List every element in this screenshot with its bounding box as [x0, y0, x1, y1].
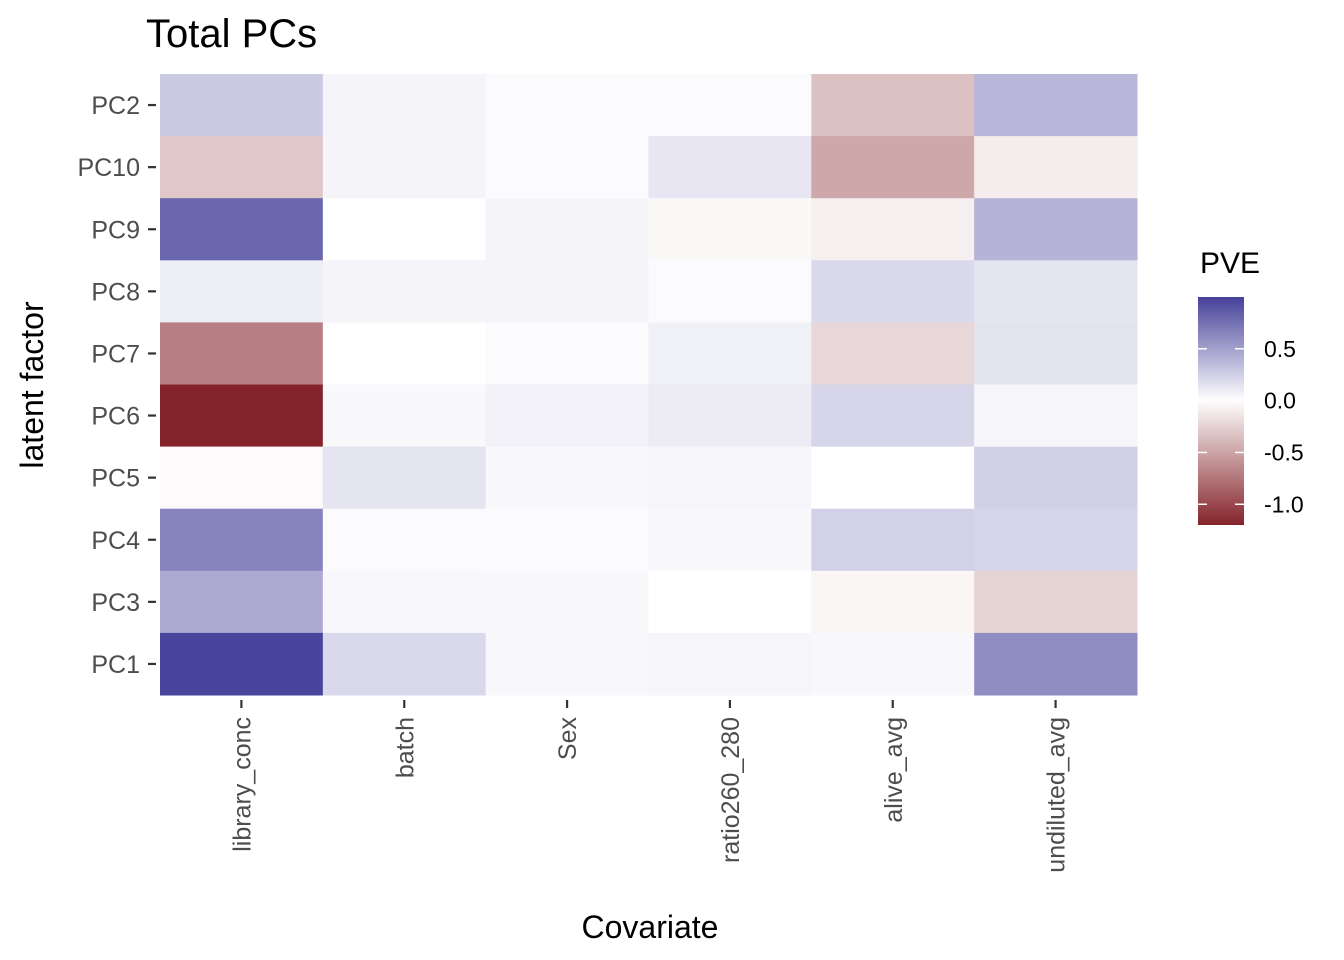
- heatmap-cell-pc1-undiluted_avg: [974, 632, 1138, 696]
- heatmap-cell-pc8-alive_avg: [811, 260, 975, 323]
- heatmap-cell-pc5-ratio260_280: [648, 446, 812, 510]
- heatmap-cell-pc5-undiluted_avg: [974, 446, 1138, 510]
- heatmap-cell-pc2-library_conc: [160, 74, 324, 137]
- heatmap-cell-pc8-batch: [322, 260, 487, 323]
- heatmap-cell-pc9-undiluted_avg: [974, 198, 1138, 261]
- heatmap-cell-pc1-library_conc: [160, 632, 324, 696]
- heatmap-cell-pc3-batch: [322, 570, 487, 634]
- legend-tick-label: 0.0: [1264, 388, 1296, 414]
- y-tick-label: PC9: [91, 216, 140, 244]
- heatmap-cell-pc2-batch: [322, 74, 487, 137]
- heatmap-cell-pc7-undiluted_avg: [974, 322, 1138, 385]
- legend-ticks: 0.5 0.0 -0.5 -1.0: [1198, 336, 1304, 517]
- heatmap-cell-pc4-Sex: [485, 508, 649, 572]
- x-tick-label: Sex: [554, 717, 582, 761]
- heatmap-cell-pc8-library_conc: [160, 260, 324, 323]
- legend-colorbar: [1198, 297, 1244, 525]
- heatmap-cell-pc5-library_conc: [160, 446, 324, 510]
- heatmap-cell-pc8-Sex: [485, 260, 649, 323]
- heatmap-cell-pc4-alive_avg: [811, 508, 975, 572]
- x-tick-label: batch: [391, 717, 419, 778]
- heatmap-cell-pc6-undiluted_avg: [974, 384, 1138, 448]
- heatmap-cell-pc10-ratio260_280: [648, 136, 812, 199]
- heatmap-cell-pc6-Sex: [485, 384, 649, 448]
- legend-tick-label: -1.0: [1264, 491, 1304, 517]
- heatmap-cell-pc9-Sex: [485, 198, 649, 261]
- heatmap-cell-pc3-ratio260_280: [648, 570, 812, 634]
- legend-tick-label: -0.5: [1264, 439, 1304, 465]
- heatmap-cell-pc3-alive_avg: [811, 570, 975, 634]
- heatmap-cell-pc7-Sex: [485, 322, 649, 385]
- heatmap-cells: [160, 74, 1138, 696]
- y-tick-label: PC3: [91, 589, 140, 617]
- heatmap-cell-pc4-batch: [322, 508, 487, 572]
- heatmap-cell-pc6-alive_avg: [811, 384, 975, 448]
- y-tick-label: PC5: [91, 465, 140, 493]
- heatmap-cell-pc6-batch: [322, 384, 487, 448]
- heatmap-cell-pc1-Sex: [485, 632, 649, 696]
- x-tick-label: ratio260_280: [717, 717, 745, 863]
- x-axis-title: Covariate: [582, 909, 719, 945]
- x-tick-label: alive_avg: [880, 717, 908, 823]
- heatmap-cell-pc4-library_conc: [160, 508, 324, 572]
- y-tick-label: PC7: [91, 340, 140, 368]
- y-tick-label: PC1: [91, 651, 140, 679]
- heatmap-cell-pc4-undiluted_avg: [974, 508, 1138, 572]
- heatmap-cell-pc7-batch: [322, 322, 487, 385]
- heatmap-cell-pc4-ratio260_280: [648, 508, 812, 572]
- legend-tick-label: 0.5: [1264, 336, 1296, 362]
- heatmap-cell-pc10-Sex: [485, 136, 649, 199]
- heatmap-cell-pc3-undiluted_avg: [974, 570, 1138, 634]
- heatmap-cell-pc2-alive_avg: [811, 74, 975, 137]
- heatmap-cell-pc3-library_conc: [160, 570, 324, 634]
- heatmap-cell-pc6-library_conc: [160, 384, 324, 448]
- y-tick-label: PC2: [91, 92, 140, 120]
- heatmap-cell-pc10-library_conc: [160, 136, 324, 199]
- heatmap-cell-pc2-Sex: [485, 74, 649, 137]
- heatmap-cell-pc5-alive_avg: [811, 446, 975, 510]
- heatmap-cell-pc10-alive_avg: [811, 136, 975, 199]
- heatmap-cell-pc1-alive_avg: [811, 632, 975, 696]
- legend: PVE 0.5 0.0 -0.5 -1.0: [1198, 247, 1304, 525]
- y-axis: PC2 PC10 PC9 PC8 PC7 PC6 PC5 PC4 PC3 PC1: [77, 92, 156, 679]
- heatmap-cell-pc2-undiluted_avg: [974, 74, 1138, 137]
- heatmap-cell-pc7-ratio260_280: [648, 322, 812, 385]
- y-tick-label: PC4: [91, 527, 140, 555]
- heatmap-cell-pc9-batch: [322, 198, 487, 261]
- heatmap-cell-pc8-undiluted_avg: [974, 260, 1138, 323]
- x-axis: library_conc batch Sex ratio260_280 alive_av…: [228, 700, 1071, 873]
- heatmap-cell-pc9-library_conc: [160, 198, 324, 261]
- heatmap-cell-pc10-batch: [322, 136, 487, 199]
- legend-title: PVE: [1200, 247, 1260, 280]
- heatmap-cell-pc5-batch: [322, 446, 487, 510]
- y-axis-title: latent factor: [14, 301, 50, 469]
- heatmap-cell-pc10-undiluted_avg: [974, 136, 1138, 199]
- y-tick-label: PC10: [77, 154, 140, 182]
- heatmap-cell-pc7-alive_avg: [811, 322, 975, 385]
- y-tick-label: PC6: [91, 403, 140, 431]
- chart-title: Total PCs: [146, 12, 317, 56]
- heatmap-cell-pc2-ratio260_280: [648, 74, 812, 137]
- heatmap-cell-pc3-Sex: [485, 570, 649, 634]
- x-tick-label: library_conc: [228, 717, 256, 852]
- heatmap-cell-pc1-ratio260_280: [648, 632, 812, 696]
- x-tick-label: undiluted_avg: [1043, 717, 1071, 873]
- heatmap-cell-pc1-batch: [322, 632, 487, 696]
- heatmap-cell-pc9-alive_avg: [811, 198, 975, 261]
- heatmap-cell-pc6-ratio260_280: [648, 384, 812, 448]
- heatmap-cell-pc9-ratio260_280: [648, 198, 812, 261]
- heatmap-cell-pc7-library_conc: [160, 322, 324, 385]
- y-tick-label: PC8: [91, 278, 140, 306]
- heatmap-cell-pc8-ratio260_280: [648, 260, 812, 323]
- heatmap-cell-pc5-Sex: [485, 446, 649, 510]
